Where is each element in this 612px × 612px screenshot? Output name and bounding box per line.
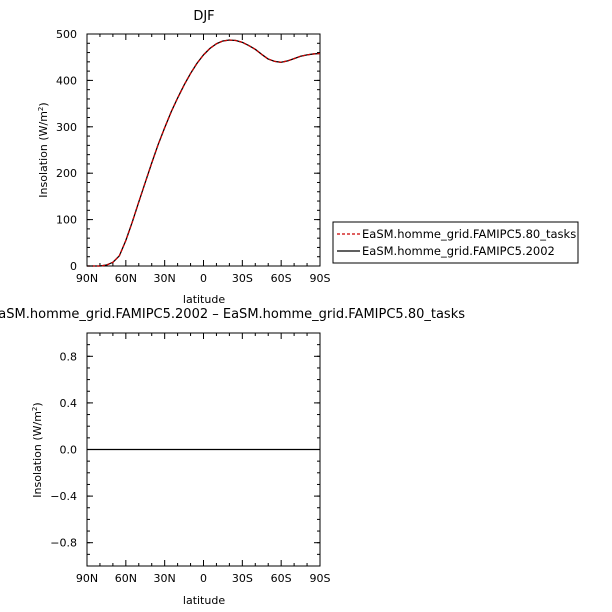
top-y-tick-label: 100	[56, 214, 77, 227]
bottom-ylabel-sup: 2	[31, 407, 39, 411]
top-ylabel-main: Insolation (W/m	[37, 111, 50, 198]
bottom-y-tick-label: −0.8	[50, 537, 77, 550]
top-series-line-0	[87, 39, 321, 267]
bottom-x-tick-label: 30N	[154, 572, 176, 585]
top-x-tick-label: 0	[200, 272, 207, 285]
top-y-tick-label: 300	[56, 121, 77, 134]
bottom-x-axis: 90N 60N 30N 0 30S 60S 90S	[76, 333, 331, 585]
bottom-ylabel-close: )	[31, 402, 44, 406]
legend-label-80-tasks: EaSM.homme_grid.FAMIPC5.80_tasks	[362, 227, 576, 241]
top-x-tick-label: 30S	[232, 272, 253, 285]
top-y-axis: 0 100 200 300 400 500	[56, 28, 320, 273]
legend: EaSM.homme_grid.FAMIPC5.80_tasks EaSM.ho…	[332, 221, 579, 264]
bottom-x-tick-label: 60N	[115, 572, 137, 585]
top-title: DJF	[193, 9, 214, 24]
bottom-x-tick-label: 90N	[76, 572, 98, 585]
top-x-tick-label: 60S	[271, 272, 292, 285]
top-y-tick-label: 500	[56, 28, 77, 41]
top-x-tick-label: 30N	[154, 272, 176, 285]
bottom-y-axis: 0.8 0.4 0.0 −0.4 −0.8	[50, 332, 320, 567]
bottom-y-tick-label: −0.4	[50, 490, 77, 503]
bottom-ylabel: Insolation (W/m2)	[31, 402, 44, 497]
top-x-tick-label: 90N	[76, 272, 98, 285]
bottom-xlabel: latitude	[183, 594, 225, 607]
top-xlabel: latitude	[183, 293, 225, 306]
bottom-x-tick-label: 30S	[232, 572, 253, 585]
top-y-tick-label: 400	[56, 74, 77, 87]
bottom-x-tick-label: 0	[200, 572, 207, 585]
bottom-x-tick-label: 90S	[310, 572, 331, 585]
top-plot-frame	[86, 33, 321, 267]
top-ylabel-close: )	[37, 102, 50, 106]
top-x-tick-label: 60N	[115, 272, 137, 285]
bottom-y-tick-label: 0.8	[60, 350, 78, 363]
bottom-x-tick-label: 60S	[271, 572, 292, 585]
top-y-tick-label: 200	[56, 167, 77, 180]
top-x-axis: 90N 60N 30N 0 30S 60S 90S	[76, 34, 331, 285]
top-series-line-1	[87, 39, 321, 267]
legend-label-2002: EaSM.homme_grid.FAMIPC5.2002	[362, 244, 555, 258]
bottom-y-tick-label: 0.4	[60, 397, 78, 410]
bottom-y-tick-label: 0.0	[60, 444, 78, 457]
top-y-tick-label: 0	[70, 260, 77, 273]
top-panel: DJF 90N 60N 30N 0 30S 60S 90S 0 100 200 300 400 500…	[37, 9, 331, 306]
bottom-title: EaSM.homme_grid.FAMIPC5.2002 – EaSM.homm…	[0, 307, 465, 322]
top-plot-area	[87, 39, 321, 267]
bottom-ylabel-main: Insolation (W/m	[31, 411, 44, 498]
bottom-panel: EaSM.homme_grid.FAMIPC5.2002 – EaSM.homm…	[0, 307, 465, 607]
top-ylabel-sup: 2	[37, 107, 45, 111]
top-ylabel: Insolation (W/m2)	[37, 102, 50, 197]
legend-box	[332, 221, 579, 264]
top-x-tick-label: 90S	[310, 272, 331, 285]
